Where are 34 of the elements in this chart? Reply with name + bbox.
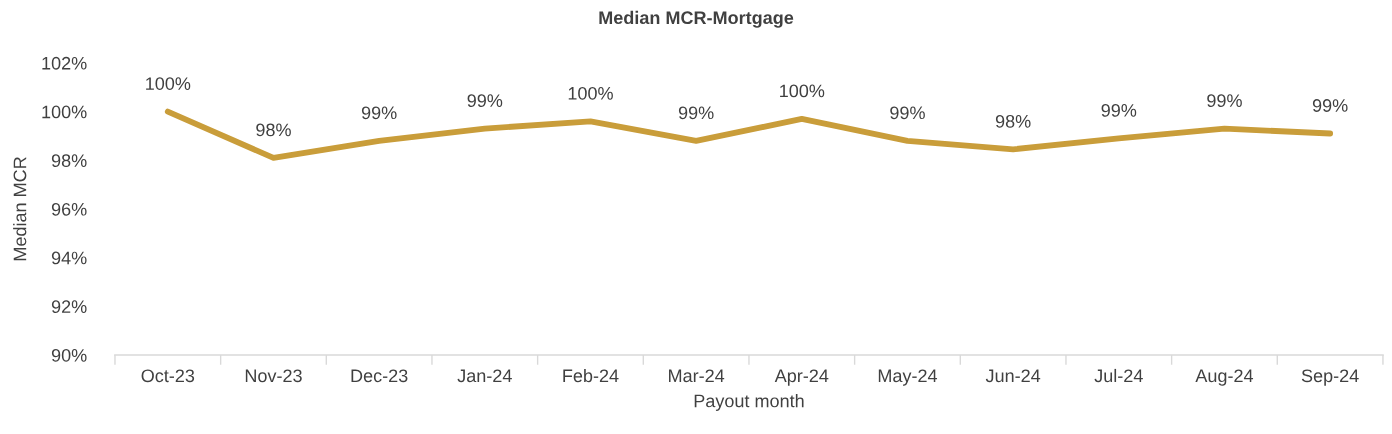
y-tick-label: 100% — [42, 105, 87, 119]
y-tick-label: 98% — [51, 154, 87, 168]
x-tick-label: May-24 — [878, 369, 938, 386]
data-label: 100% — [780, 84, 825, 98]
x-tick-label: Dec-23 — [351, 369, 408, 383]
data-label: 98% — [995, 114, 1031, 128]
data-label: 99% — [890, 106, 925, 120]
x-tick-label: Mar-24 — [669, 369, 725, 383]
data-label: 99% — [678, 106, 714, 120]
data-label: 100% — [146, 77, 191, 90]
x-tick-label: Feb-24 — [563, 368, 619, 383]
y-tick-label: 94% — [51, 251, 87, 265]
chart-title: Median MCR-Mortgage — [599, 10, 794, 28]
x-axis-title: Payout month — [694, 394, 804, 411]
y-tick-label: 102% — [42, 56, 87, 70]
y-axis-title: Median MCR — [13, 157, 27, 261]
data-label: 99% — [1207, 94, 1242, 108]
data-label: 99% — [361, 106, 397, 120]
x-tick-label: Jun-24 — [985, 369, 1041, 383]
x-tick-label: Nov-23 — [245, 369, 302, 383]
data-label: 99% — [1312, 99, 1348, 112]
data-label: 98% — [256, 123, 291, 137]
x-tick-label: Sep-24 — [1301, 369, 1359, 386]
y-tick-label: 96% — [51, 202, 87, 216]
data-label: 99% — [467, 94, 503, 108]
x-tick-label: Oct-23 — [141, 369, 195, 383]
x-tick-label: Jan-24 — [457, 369, 512, 383]
data-label: 100% — [568, 86, 613, 100]
y-tick-label: 90% — [51, 348, 87, 362]
x-tick-label: Jul-24 — [1094, 368, 1143, 383]
x-tick-label: Apr-24 — [774, 369, 829, 386]
y-tick-label: 92% — [51, 300, 87, 314]
data-label: 99% — [1101, 103, 1137, 117]
x-tick-label: Aug-24 — [1195, 369, 1254, 386]
